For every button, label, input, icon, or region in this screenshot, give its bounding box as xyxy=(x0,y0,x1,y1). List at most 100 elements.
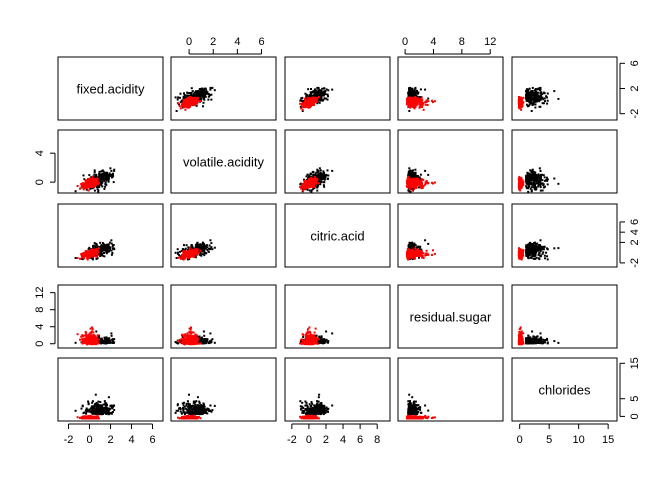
data-point xyxy=(187,96,190,99)
data-point xyxy=(91,187,94,190)
data-point xyxy=(321,87,324,90)
data-point xyxy=(103,249,106,252)
data-point xyxy=(316,168,319,171)
data-point xyxy=(213,89,216,92)
data-point xyxy=(85,255,88,257)
data-point xyxy=(535,188,538,191)
data-point xyxy=(534,89,536,92)
data-point xyxy=(538,87,541,90)
data-point xyxy=(207,93,210,96)
data-point xyxy=(542,184,545,187)
data-point xyxy=(82,174,85,177)
data-point xyxy=(414,86,417,89)
data-point xyxy=(177,251,180,254)
data-point xyxy=(409,169,412,172)
data-point xyxy=(179,92,182,95)
data-point xyxy=(406,179,409,182)
data-point xyxy=(414,184,417,187)
data-point xyxy=(100,173,103,176)
data-point xyxy=(538,100,541,103)
data-point xyxy=(93,177,96,179)
data-point xyxy=(184,102,187,105)
data-point xyxy=(520,101,523,104)
data-point xyxy=(179,250,181,253)
data-point xyxy=(202,253,204,256)
data-point xyxy=(323,185,326,188)
data-point xyxy=(527,93,530,96)
data-point xyxy=(303,105,305,108)
data-point xyxy=(96,186,98,189)
data-point xyxy=(206,92,208,95)
data-point xyxy=(82,188,85,191)
data-point xyxy=(536,99,539,102)
data-point xyxy=(518,96,521,99)
data-point xyxy=(93,180,96,183)
data-point xyxy=(299,182,302,185)
data-point xyxy=(93,242,96,245)
data-point xyxy=(194,249,197,252)
data-point xyxy=(300,107,303,110)
data-point xyxy=(414,186,416,189)
data-point xyxy=(205,89,208,92)
data-point xyxy=(111,245,114,248)
data-point xyxy=(315,98,318,101)
data-point xyxy=(308,99,311,102)
data-point xyxy=(407,101,410,104)
data-point xyxy=(311,178,314,181)
data-point xyxy=(183,250,186,253)
data-point xyxy=(541,93,544,96)
data-point xyxy=(98,172,101,175)
data-point xyxy=(179,107,182,110)
data-point xyxy=(543,97,546,100)
data-point xyxy=(107,177,110,180)
data-point xyxy=(174,96,177,99)
data-point xyxy=(81,252,84,255)
data-point xyxy=(307,106,310,109)
data-point xyxy=(196,95,199,98)
panel-fixed.acidity-vs-volatile.acidity xyxy=(170,56,277,121)
data-point xyxy=(408,178,411,181)
data-point xyxy=(209,248,211,251)
data-point xyxy=(202,101,205,104)
data-point xyxy=(91,258,94,261)
data-point xyxy=(518,175,521,178)
data-point xyxy=(202,242,205,245)
data-point xyxy=(302,185,304,188)
data-point xyxy=(546,183,549,186)
data-point xyxy=(317,87,320,90)
data-point xyxy=(91,183,94,186)
data-point xyxy=(531,182,534,185)
data-point xyxy=(308,178,311,181)
data-point xyxy=(193,102,196,105)
data-point xyxy=(103,187,106,190)
data-point xyxy=(319,176,322,179)
data-point xyxy=(111,172,114,175)
data-point xyxy=(529,101,532,104)
data-point xyxy=(202,95,205,98)
data-point xyxy=(408,90,411,93)
data-point xyxy=(320,174,323,176)
data-point xyxy=(529,174,532,177)
data-point xyxy=(541,179,544,182)
data-point xyxy=(300,104,303,107)
data-point xyxy=(310,189,313,192)
data-point xyxy=(309,93,312,95)
data-point xyxy=(184,108,187,111)
data-point xyxy=(109,241,112,244)
data-point xyxy=(204,252,207,255)
data-point xyxy=(323,172,326,174)
data-point xyxy=(90,248,93,251)
data-point xyxy=(325,97,328,100)
data-point xyxy=(110,239,113,242)
data-point xyxy=(520,181,523,184)
data-point xyxy=(310,179,313,182)
data-point xyxy=(407,96,410,99)
data-point xyxy=(320,90,323,93)
data-point xyxy=(92,246,95,249)
data-point xyxy=(331,169,334,172)
data-point xyxy=(545,95,548,98)
data-point xyxy=(424,88,427,91)
data-point xyxy=(314,100,316,102)
data-point xyxy=(203,245,205,248)
data-point xyxy=(433,100,436,103)
